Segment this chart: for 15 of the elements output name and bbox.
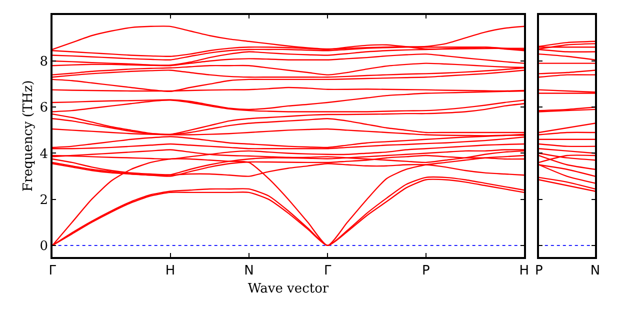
x-tick-label: Γ xyxy=(48,263,57,278)
x-tick-label: Γ xyxy=(324,263,332,278)
x-tick-label: H xyxy=(519,263,530,278)
y-axis-title: Frequency (THz) xyxy=(21,80,36,192)
y-tick-label: 0 xyxy=(40,239,48,254)
y-tick-label: 6 xyxy=(40,100,48,116)
y-tick-label: 4 xyxy=(40,146,48,162)
x-tick-label: P xyxy=(422,263,430,278)
y-tick-label: 8 xyxy=(40,54,48,70)
x-axis-title: Wave vector xyxy=(248,281,330,296)
x-tick-label: N xyxy=(244,263,254,278)
y-tick-label: 2 xyxy=(40,192,48,208)
x-tick-label: H xyxy=(165,263,176,278)
x-tick-label: N xyxy=(590,263,600,278)
x-tick-label: P xyxy=(534,263,543,278)
